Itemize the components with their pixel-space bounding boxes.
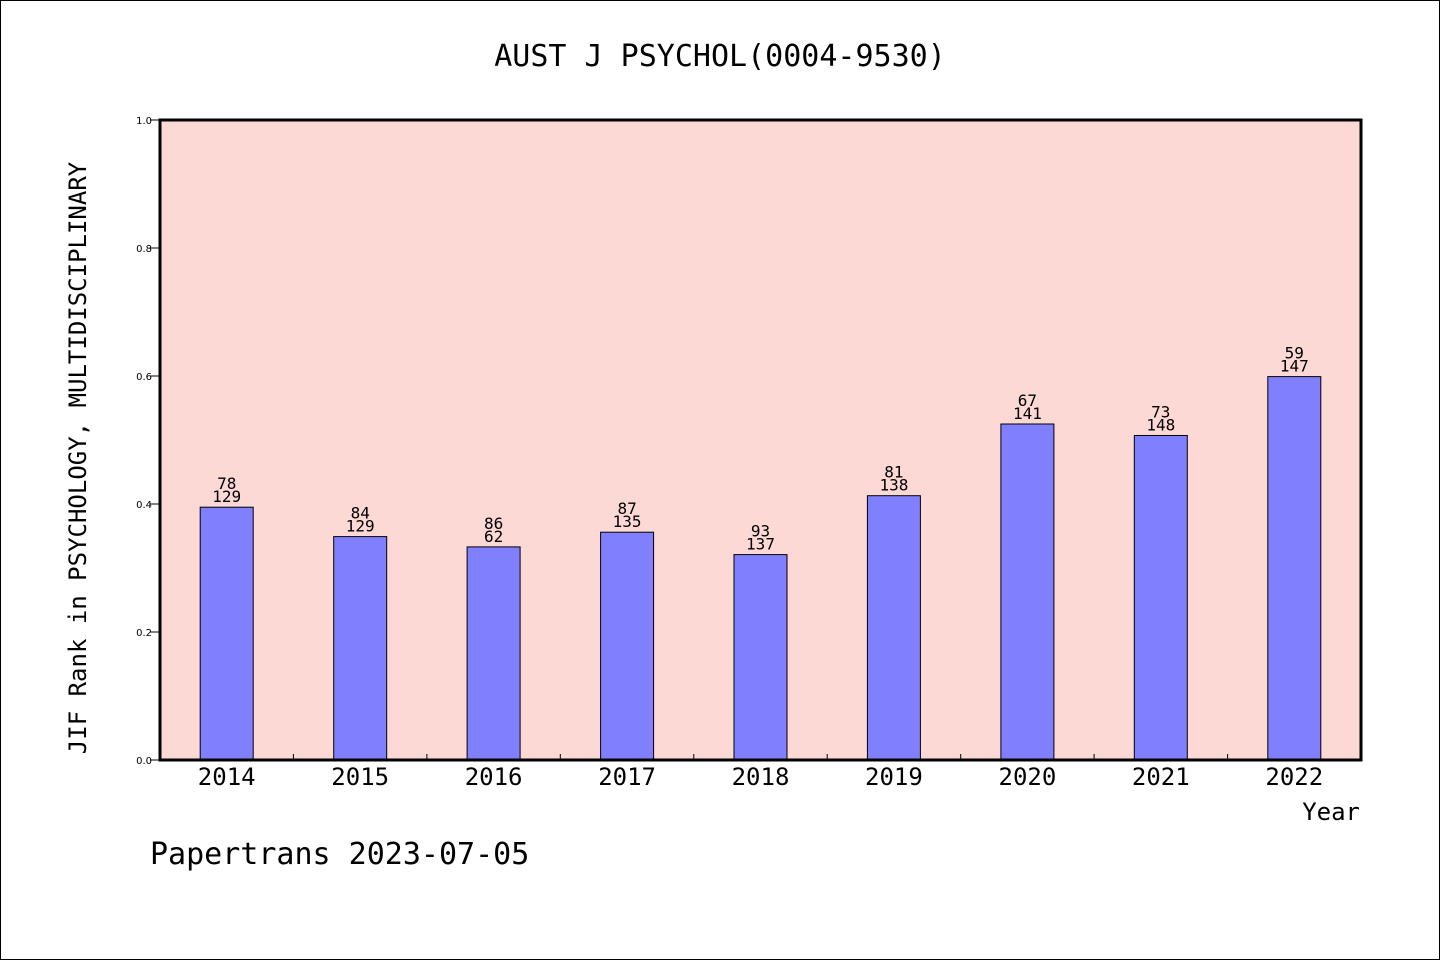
bar-label-bottom-2017: 135 (613, 512, 642, 531)
bar-2018 (733, 554, 788, 761)
x-tick-label-2020: 2020 (999, 763, 1057, 791)
bar-label-top-2022: 59 (1285, 344, 1304, 363)
bar-label-top-2019: 81 (884, 463, 903, 482)
bar-label-top-2017: 87 (617, 499, 636, 518)
y-tick-label-0.0: 0.0 (136, 756, 152, 767)
bar-label-top-2020: 67 (1018, 391, 1037, 410)
bar-label-bottom-2015: 129 (346, 517, 375, 536)
bar-label-top-2018: 93 (751, 522, 770, 541)
y-tick-label-0.8: 0.8 (136, 244, 152, 255)
bar-2016 (466, 546, 521, 761)
y-tick-label-0.2: 0.2 (136, 628, 152, 639)
bar-2017 (600, 531, 655, 761)
bar-label-top-2016: 86 (484, 514, 503, 533)
bar-label-bottom-2022: 147 (1280, 357, 1309, 376)
bar-2020 (1000, 423, 1055, 761)
y-tick-label-0.4: 0.4 (136, 500, 152, 511)
x-tick-label-2021: 2021 (1132, 763, 1190, 791)
y-tick-label-1.0: 1.0 (136, 116, 152, 127)
x-tick-label-2018: 2018 (732, 763, 790, 791)
bar-2021 (1133, 435, 1188, 761)
bar-2022 (1267, 376, 1322, 761)
bar-label-bottom-2021: 148 (1146, 416, 1175, 435)
x-tick-label-2019: 2019 (865, 763, 923, 791)
bar-label-bottom-2016: 62 (484, 527, 503, 546)
bar-label-bottom-2019: 138 (879, 476, 908, 495)
x-tick-label-2014: 2014 (198, 763, 256, 791)
plot-border (158, 118, 1363, 762)
bar-label-top-2014: 78 (217, 474, 236, 493)
bar-label-bottom-2014: 129 (212, 487, 241, 506)
x-tick-label-2017: 2017 (598, 763, 656, 791)
chart-title: AUST J PSYCHOL(0004-9530) (494, 39, 946, 74)
x-tick-label-2016: 2016 (465, 763, 523, 791)
bar-label-bottom-2020: 141 (1013, 404, 1042, 423)
x-axis-label: Year (1302, 798, 1360, 826)
ticks-group: 2014 2015 2016 2017 2018 2019 2020 2021 2022 0.0 0… (136, 116, 1323, 791)
bar-label-top-2015: 84 (351, 504, 370, 523)
footer-text: Papertrans 2023-07-05 (150, 837, 529, 872)
bar-label-bottom-2018: 137 (746, 535, 775, 554)
bar-2015 (333, 536, 388, 761)
y-tick-label-0.6: 0.6 (136, 372, 152, 383)
x-tick-label-2015: 2015 (331, 763, 389, 791)
bar-label-top-2021: 73 (1151, 403, 1170, 422)
x-tick-label-2022: 2022 (1265, 763, 1323, 791)
bar-2014 (199, 506, 254, 761)
bar-2019 (866, 495, 921, 761)
y-axis-label: JIF Rank in PSYCHOLOGY, MULTIDISCIPLINAR… (64, 161, 92, 754)
